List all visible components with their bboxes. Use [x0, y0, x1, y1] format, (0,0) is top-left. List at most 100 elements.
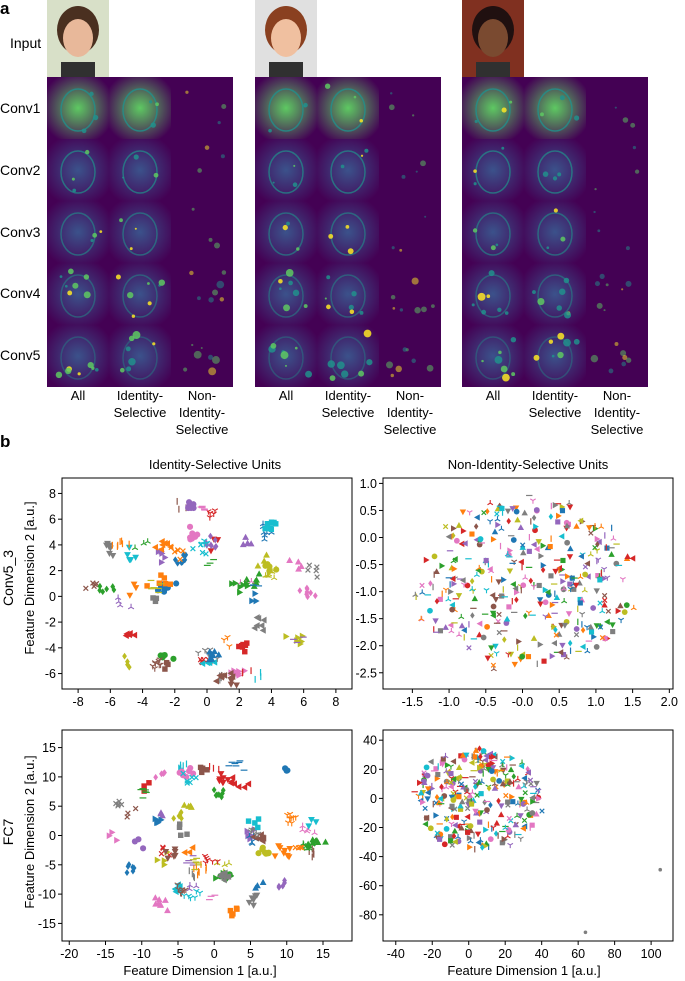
scatter-point	[480, 748, 487, 754]
scatter-point	[530, 798, 536, 805]
y-tick-label: -1.5	[355, 612, 377, 626]
scatter-point	[427, 607, 433, 614]
scatter-point	[521, 509, 528, 516]
scatter-point	[267, 525, 273, 532]
scatter-point	[591, 633, 597, 641]
scatter-point	[571, 586, 577, 592]
scatter-point	[564, 539, 571, 546]
scatter-point	[141, 788, 147, 794]
y-tick-label: -2.0	[355, 639, 377, 653]
scatter-point	[493, 651, 500, 657]
feature-map-cell	[524, 77, 586, 139]
scatter-point	[536, 597, 544, 603]
scatter-point	[460, 527, 467, 535]
scatter-point	[437, 628, 444, 634]
scatter-point	[308, 816, 315, 824]
scatter-point	[476, 620, 483, 627]
x-tick-label: 60	[571, 947, 585, 961]
row-label-conv4: Conv4	[0, 285, 41, 301]
scatter-point	[219, 775, 227, 782]
scatter-point	[461, 582, 468, 588]
scatter-point	[466, 792, 474, 798]
scatter-point	[510, 799, 516, 805]
scatter-point	[428, 580, 433, 587]
scatter-point	[560, 652, 567, 658]
scatter-point	[536, 582, 542, 589]
scatter-point	[588, 629, 595, 635]
plot-frame	[61, 729, 353, 942]
scatter-point	[490, 753, 497, 761]
scatter-point	[124, 814, 130, 820]
scatter-point	[215, 651, 223, 658]
scatter-point	[141, 783, 147, 789]
feature-map-cell	[379, 201, 441, 263]
scatter-point	[249, 597, 256, 605]
scatter-point	[253, 576, 260, 583]
x-tick-label: -1.5	[402, 695, 424, 709]
scatter-point	[172, 556, 178, 564]
scatter-point	[601, 575, 608, 582]
scatter-point	[264, 850, 271, 857]
scatter-point	[181, 849, 188, 856]
scatter-point	[567, 639, 573, 647]
scatter-point	[487, 519, 494, 525]
scatter-point	[158, 572, 164, 578]
scatter-point	[466, 510, 473, 516]
scatter-point	[537, 601, 544, 608]
feature-map-cell	[317, 139, 379, 201]
scatter-point	[580, 626, 586, 634]
scatter-point	[477, 745, 482, 752]
scatter-point	[577, 573, 584, 580]
scatter-point	[295, 565, 302, 572]
scatter-point	[165, 661, 171, 668]
scatter-point	[422, 805, 428, 812]
scatter-point	[290, 815, 297, 821]
scatter-point	[212, 536, 218, 544]
feature-map-cell	[109, 139, 171, 201]
y-tick-label: 8	[49, 487, 56, 501]
row-label-fc7: FC7	[0, 819, 16, 846]
scatter-points	[412, 494, 637, 672]
y-axis-label-top: Feature Dimension 2 [a.u.]	[22, 501, 37, 654]
scatter-point	[270, 574, 278, 581]
scatter-point	[555, 631, 563, 637]
feature-map-cell	[171, 263, 233, 325]
scatter-point	[132, 805, 139, 812]
scatter-point	[605, 608, 612, 614]
scatter-point	[458, 540, 465, 548]
scatter-point	[525, 610, 532, 616]
scatter-point	[186, 534, 194, 541]
col-title-identity: Identity-Selective Units	[149, 457, 282, 472]
scatter-point	[434, 830, 441, 836]
scatter-point	[502, 773, 509, 779]
scatter-point	[506, 815, 512, 822]
scatter-point	[461, 540, 468, 547]
scatter-point	[173, 580, 180, 587]
feature-map-cell	[586, 263, 648, 325]
scatter-point	[560, 578, 567, 585]
scatter-point	[437, 836, 443, 842]
scatter-point	[517, 836, 524, 842]
scatter-point	[473, 571, 480, 577]
scatter-point	[582, 564, 589, 570]
scatter-point	[151, 666, 158, 672]
scatter-point	[455, 833, 462, 840]
scatter-point	[459, 577, 466, 584]
feature-map-cell	[524, 263, 586, 325]
scatter-point	[566, 504, 574, 511]
x-tick-label: -0.0	[512, 695, 534, 709]
scatter-point	[260, 616, 267, 624]
scatter-point	[298, 638, 306, 645]
scatter-point	[478, 791, 484, 797]
scatter-point	[529, 498, 536, 504]
scatter-point	[186, 881, 194, 888]
scatter-point	[263, 551, 270, 558]
row-label-conv5-3: Conv5_3	[0, 550, 16, 606]
scatter-point	[227, 907, 234, 914]
scatter-point	[464, 813, 471, 820]
scatter-point	[127, 603, 135, 610]
panel-b-label: b	[0, 432, 10, 451]
scatter-point	[424, 786, 432, 793]
scatter-point	[509, 793, 515, 801]
feature-map-cell	[47, 139, 109, 201]
